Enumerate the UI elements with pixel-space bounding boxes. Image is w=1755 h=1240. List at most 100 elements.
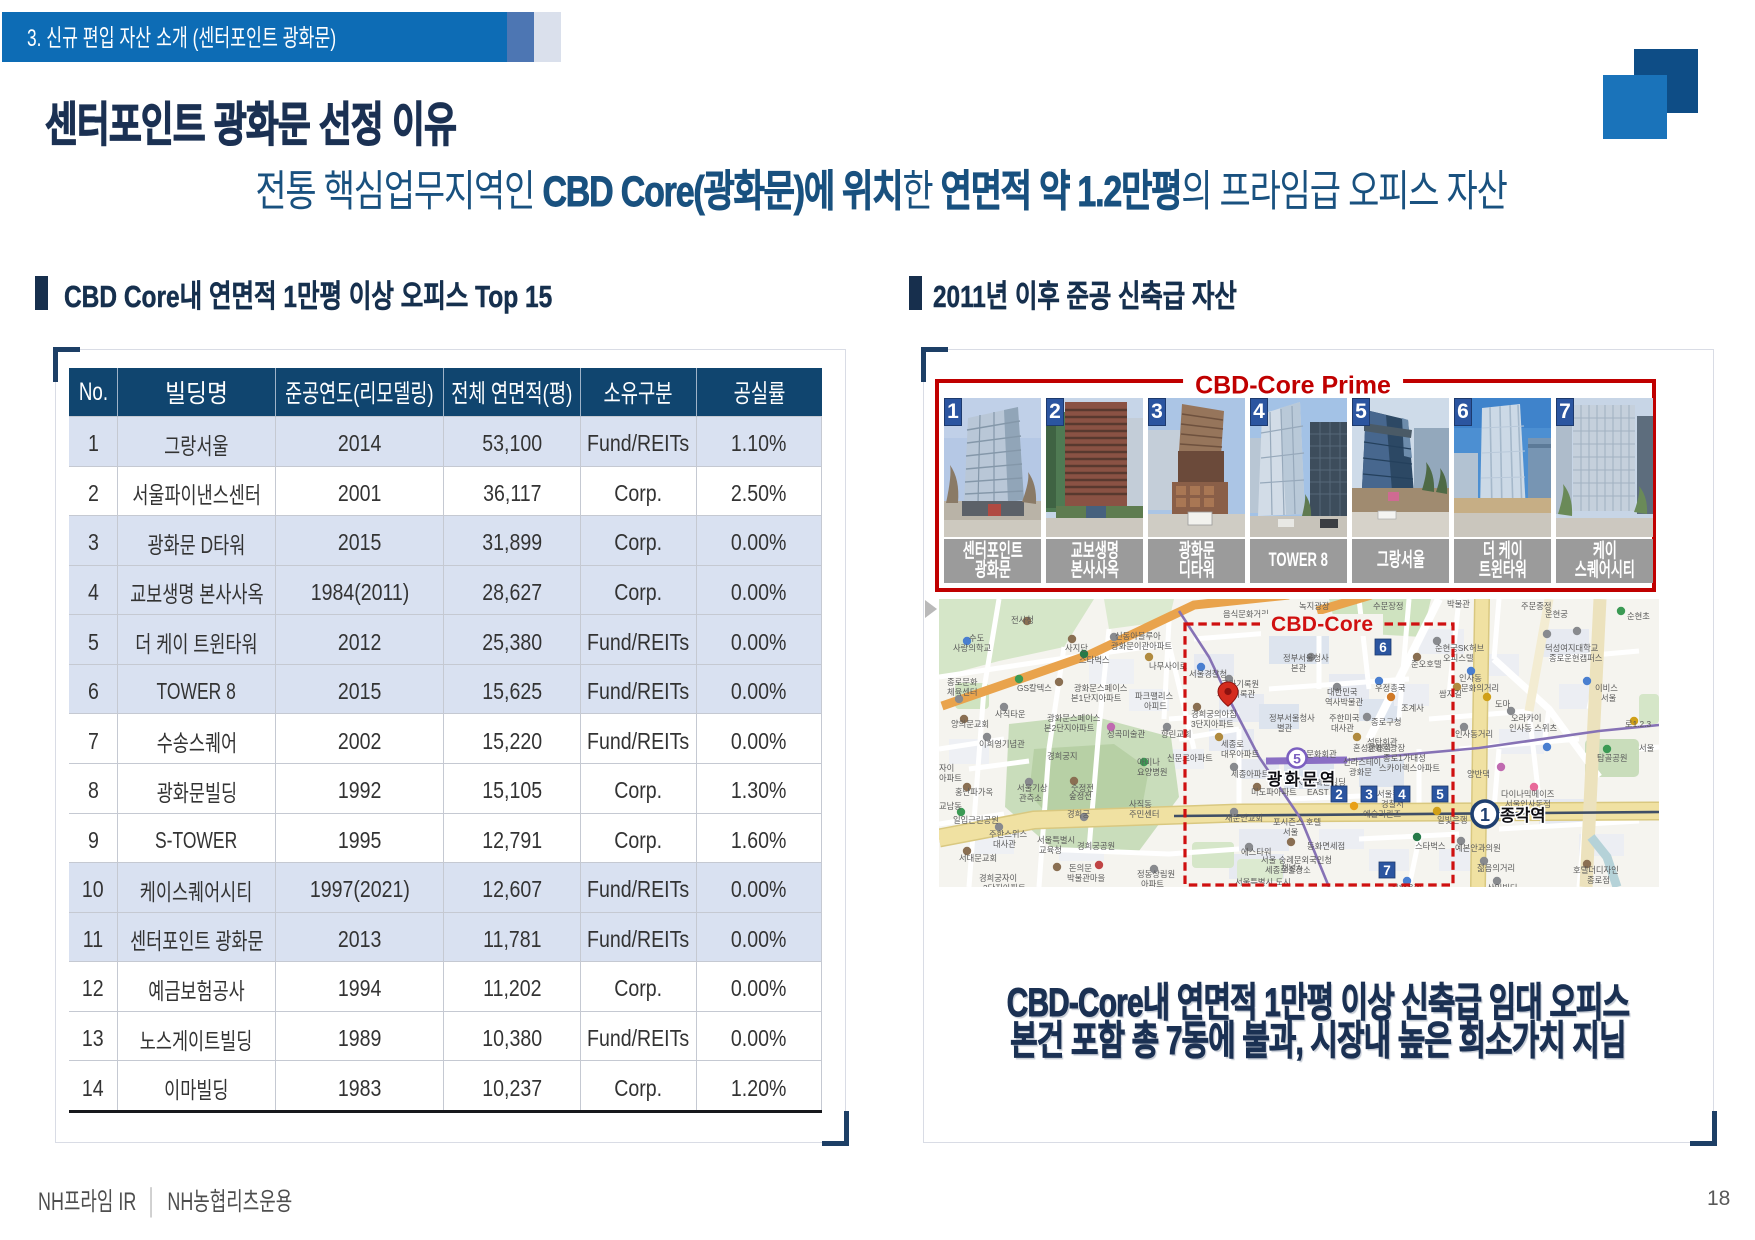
svg-text:호텔더디자인: 호텔더디자인: [1573, 865, 1619, 875]
svg-text:대한민국: 대한민국: [1327, 687, 1358, 697]
svg-text:조계사: 조계사: [1401, 703, 1424, 713]
svg-text:신동아블루아: 신동아블루아: [1115, 631, 1161, 641]
svg-text:스타벅스: 스타벅스: [1415, 841, 1446, 851]
svg-text:대사관: 대사관: [993, 839, 1016, 849]
svg-text:전사청: 전사청: [1011, 615, 1034, 625]
svg-text:에스타워: 에스타워: [1241, 847, 1272, 857]
svg-text:KT광화문빌딩: KT광화문빌딩: [1297, 777, 1346, 787]
svg-text:준오호텔: 준오호텔: [1411, 659, 1442, 669]
svg-text:향린교회: 향린교회: [1161, 729, 1192, 739]
svg-text:일입근린공원: 일입근린공원: [953, 815, 999, 825]
svg-text:7: 7: [1383, 863, 1391, 878]
svg-text:EAST: EAST: [1307, 787, 1329, 797]
svg-text:세종로: 세종로: [1221, 739, 1244, 749]
svg-text:오피스텔: 오피스텔: [1443, 653, 1474, 663]
svg-text:광화문: 광화문: [1349, 767, 1372, 777]
svg-text:아피드: 아피드: [1144, 701, 1167, 711]
svg-text:로1.2.3: 로1.2.3: [1625, 719, 1651, 729]
svg-text:경희궁자이: 경희궁자이: [979, 873, 1017, 883]
svg-text:4: 4: [1398, 787, 1406, 802]
svg-text:양반댁: 양반댁: [1467, 769, 1490, 779]
svg-text:성곡미술관: 성곡미술관: [1107, 729, 1146, 739]
svg-text:종로문화: 종로문화: [947, 677, 978, 687]
svg-text:사랑의학교: 사랑의학교: [953, 643, 992, 653]
svg-text:아파트: 아파트: [939, 773, 962, 783]
svg-text:신문로아파트: 신문로아파트: [1167, 753, 1213, 763]
svg-text:녹지광장: 녹지광장: [1299, 601, 1330, 611]
svg-text:석탄회관: 석탄회관: [1367, 737, 1398, 747]
svg-text:사지단: 사지단: [1065, 643, 1088, 653]
svg-text:6: 6: [1379, 640, 1387, 655]
svg-text:3단지아파트: 3단지아파트: [983, 883, 1026, 887]
svg-text:숫정전: 숫정전: [1071, 783, 1094, 793]
svg-text:본2단지아파트: 본2단지아파트: [1044, 723, 1095, 733]
svg-text:서대문교회: 서대문교회: [959, 853, 997, 863]
svg-text:인사동: 인사동: [1459, 673, 1482, 683]
svg-text:채널A: 채널A: [1281, 863, 1302, 873]
svg-text:3: 3: [1365, 787, 1373, 802]
svg-text:수도: 수도: [969, 633, 985, 643]
svg-text:박물관마을: 박물관마을: [1067, 873, 1106, 883]
svg-text:미도파아파트: 미도파아파트: [1251, 787, 1297, 797]
svg-text:사직타운: 사직타운: [995, 709, 1026, 719]
svg-text:수문장정: 수문장정: [1373, 601, 1404, 611]
svg-text:양의문교회: 양의문교회: [951, 719, 989, 729]
svg-text:서울종로: 서울종로: [1377, 789, 1408, 799]
svg-text:2: 2: [1335, 787, 1343, 802]
svg-text:광화문이관아파트: 광화문이관아파트: [1111, 641, 1172, 651]
svg-text:홍난파가옥: 홍난파가옥: [955, 787, 994, 797]
svg-text:주문중정: 주문중정: [1521, 601, 1552, 611]
svg-text:3단지아파트: 3단지아파트: [1191, 719, 1234, 729]
svg-text:관측소: 관측소: [1019, 793, 1042, 803]
svg-text:1: 1: [1480, 805, 1490, 825]
svg-text:경희궁의아침: 경희궁의아침: [1191, 709, 1237, 719]
svg-text:주한스위스: 주한스위스: [989, 829, 1028, 839]
svg-text:문화의거리: 문화의거리: [1461, 683, 1499, 693]
svg-text:서울 숭례문외국인청: 서울 숭례문외국인청: [1261, 855, 1332, 865]
svg-text:세종아파트: 세종아파트: [1231, 769, 1270, 779]
svg-text:5: 5: [1436, 787, 1444, 802]
svg-text:종각역: 종각역: [1500, 806, 1546, 825]
svg-text:요양병원: 요양병원: [1137, 767, 1168, 777]
svg-text:인사동거리: 인사동거리: [1455, 729, 1493, 739]
svg-text:인사동 스위츠: 인사동 스위츠: [1509, 723, 1557, 733]
svg-text:돈의문: 돈의문: [1069, 863, 1092, 873]
svg-text:주민센터: 주민센터: [1129, 809, 1160, 819]
svg-text:나무사이로: 나무사이로: [1149, 661, 1188, 671]
svg-text:다이나믹메이즈: 다이나믹메이즈: [1501, 789, 1555, 799]
svg-text:본1단지아파트: 본1단지아파트: [1071, 693, 1122, 703]
svg-text:덕성여지대학교: 덕성여지대학교: [1545, 643, 1599, 653]
svg-text:혼성한정식: 혼성한정식: [1353, 743, 1391, 753]
svg-text:서울기상: 서울기상: [1017, 783, 1048, 793]
svg-text:광화문광장: 광화문광장: [1367, 743, 1406, 753]
svg-text:서울특별시 도시: 서울특별시 도시: [1235, 877, 1291, 887]
svg-text:스타벅스: 스타벅스: [1079, 655, 1110, 665]
svg-text:광화문스페이스: 광화문스페이스: [1047, 713, 1101, 723]
svg-text:아파트: 아파트: [1141, 879, 1164, 887]
svg-text:종로구청: 종로구청: [1371, 717, 1402, 727]
svg-text:이비스: 이비스: [1595, 683, 1618, 693]
svg-text:세종문화회관: 세종문화회관: [1291, 749, 1337, 759]
svg-text:서울: 서울: [1639, 743, 1655, 753]
svg-text:젊음의거리: 젊음의거리: [1477, 863, 1515, 873]
svg-text:5: 5: [1293, 751, 1301, 767]
svg-text:주한미국: 주한미국: [1329, 713, 1360, 723]
svg-text:동화면세점: 동화면세점: [1307, 841, 1345, 851]
svg-text:파크팰리스: 파크팰리스: [1135, 691, 1174, 701]
svg-text:대사관: 대사관: [1331, 723, 1354, 733]
svg-text:체육센터: 체육센터: [947, 687, 978, 697]
svg-text:쌈지길: 쌈지길: [1439, 689, 1462, 699]
svg-text:경희궁지: 경희궁지: [1047, 751, 1078, 761]
svg-text:우정총국: 우정총국: [1375, 683, 1406, 693]
svg-text:종로점: 종로점: [1587, 875, 1610, 885]
svg-text:이희영기념관: 이희영기념관: [979, 739, 1025, 749]
svg-text:예본안과의원: 예본안과의원: [1455, 843, 1501, 853]
svg-text:종로1가대성: 종로1가대성: [1383, 753, 1426, 763]
svg-text:신라스테이: 신라스테이: [1343, 757, 1381, 767]
svg-text:GS칼텍스: GS칼텍스: [1017, 683, 1052, 693]
svg-text:역사박물관: 역사박물관: [1325, 697, 1364, 707]
svg-text:별관: 별관: [1277, 723, 1293, 733]
svg-text:경희궁공원: 경희궁공원: [1077, 841, 1115, 851]
svg-text:새문안교회: 새문안교회: [1225, 813, 1263, 823]
svg-text:삼일빌딩: 삼일빌딩: [1487, 883, 1518, 887]
